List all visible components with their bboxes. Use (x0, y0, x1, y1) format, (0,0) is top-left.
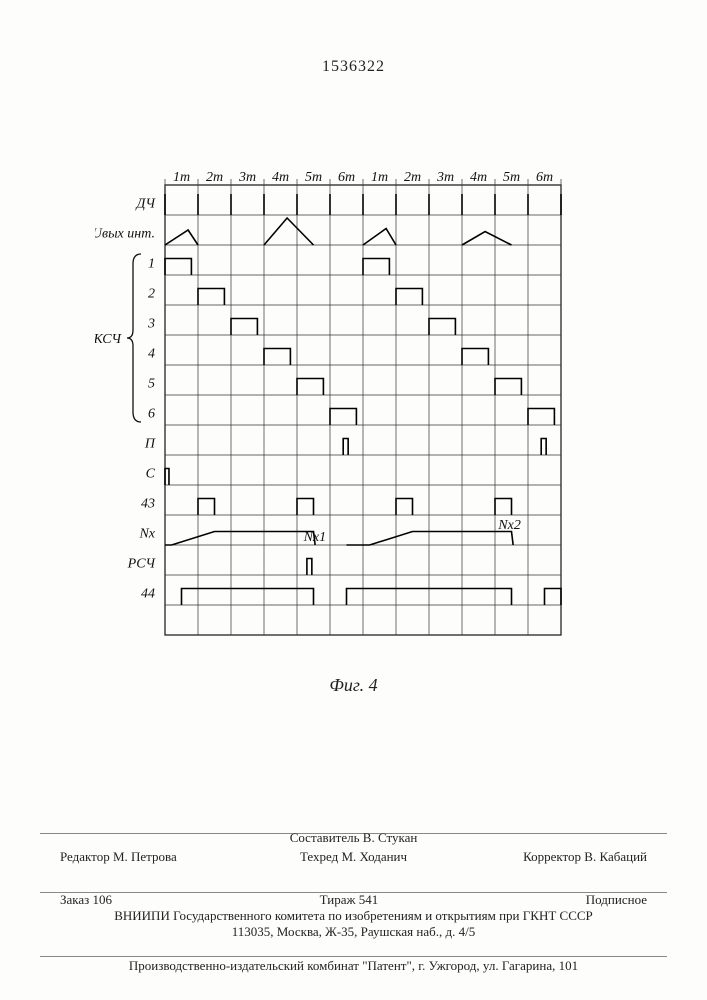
corrector: Корректор В. Кабаций (451, 849, 647, 865)
techred: Техред М. Ходанич (256, 849, 452, 865)
svg-text:Nx: Nx (138, 527, 155, 542)
order-num: Заказ 106 (60, 892, 112, 908)
printer-line: Производственно-издательский комбинат "П… (60, 958, 647, 974)
svg-text:44: 44 (141, 587, 155, 602)
svg-text:4: 4 (148, 347, 155, 362)
svg-text:Uвых инт.: Uвых инт. (95, 227, 155, 242)
figure-caption: Фиг. 4 (0, 675, 707, 696)
svg-text:1т: 1т (371, 170, 388, 185)
podpis: Подписное (586, 892, 647, 908)
svg-text:5т: 5т (503, 170, 520, 185)
svg-text:4т: 4т (272, 170, 289, 185)
svg-text:6т: 6т (338, 170, 355, 185)
svg-text:С: С (146, 467, 156, 482)
doc-number: 1536322 (0, 58, 707, 76)
publication-block: Заказ 106 Тираж 541 Подписное ВНИИПИ Гос… (60, 892, 647, 940)
editor: Редактор М. Петрова (60, 849, 256, 865)
svg-text:П: П (144, 437, 156, 452)
svg-text:2: 2 (148, 287, 155, 302)
svg-text:6т: 6т (536, 170, 553, 185)
svg-text:3т: 3т (238, 170, 256, 185)
timing-diagram: 1т 2т 3т 4т 5т 6т 1т 2т 3т 4т 5т 6т ДЧ Uвых инт. 1 2 3 4 5… (95, 165, 601, 660)
svg-text:5: 5 (148, 377, 155, 392)
credits-block: Составитель В. Стукан Редактор М. Петров… (60, 830, 647, 868)
svg-text:ДЧ: ДЧ (134, 197, 156, 212)
svg-text:1: 1 (148, 257, 155, 272)
svg-text:КСЧ: КСЧ (95, 332, 122, 347)
svg-text:5т: 5т (305, 170, 322, 185)
svg-text:Nx2: Nx2 (497, 518, 521, 533)
svg-text:3т: 3т (436, 170, 454, 185)
svg-text:Nx1: Nx1 (303, 530, 327, 545)
svg-text:3: 3 (147, 317, 155, 332)
separator (40, 956, 667, 957)
address: 113035, Москва, Ж-35, Раушская наб., д. … (60, 924, 647, 940)
svg-text:43: 43 (141, 497, 155, 512)
svg-text:2т: 2т (404, 170, 421, 185)
svg-text:4т: 4т (470, 170, 487, 185)
tirazh: Тираж 541 (320, 892, 379, 908)
svg-text:РСЧ: РСЧ (127, 557, 157, 572)
svg-text:6: 6 (148, 407, 155, 422)
svg-text:1т: 1т (173, 170, 190, 185)
compiler: Составитель В. Стукан (256, 830, 452, 846)
org: ВНИИПИ Государственного комитета по изоб… (60, 908, 647, 924)
svg-text:2т: 2т (206, 170, 223, 185)
